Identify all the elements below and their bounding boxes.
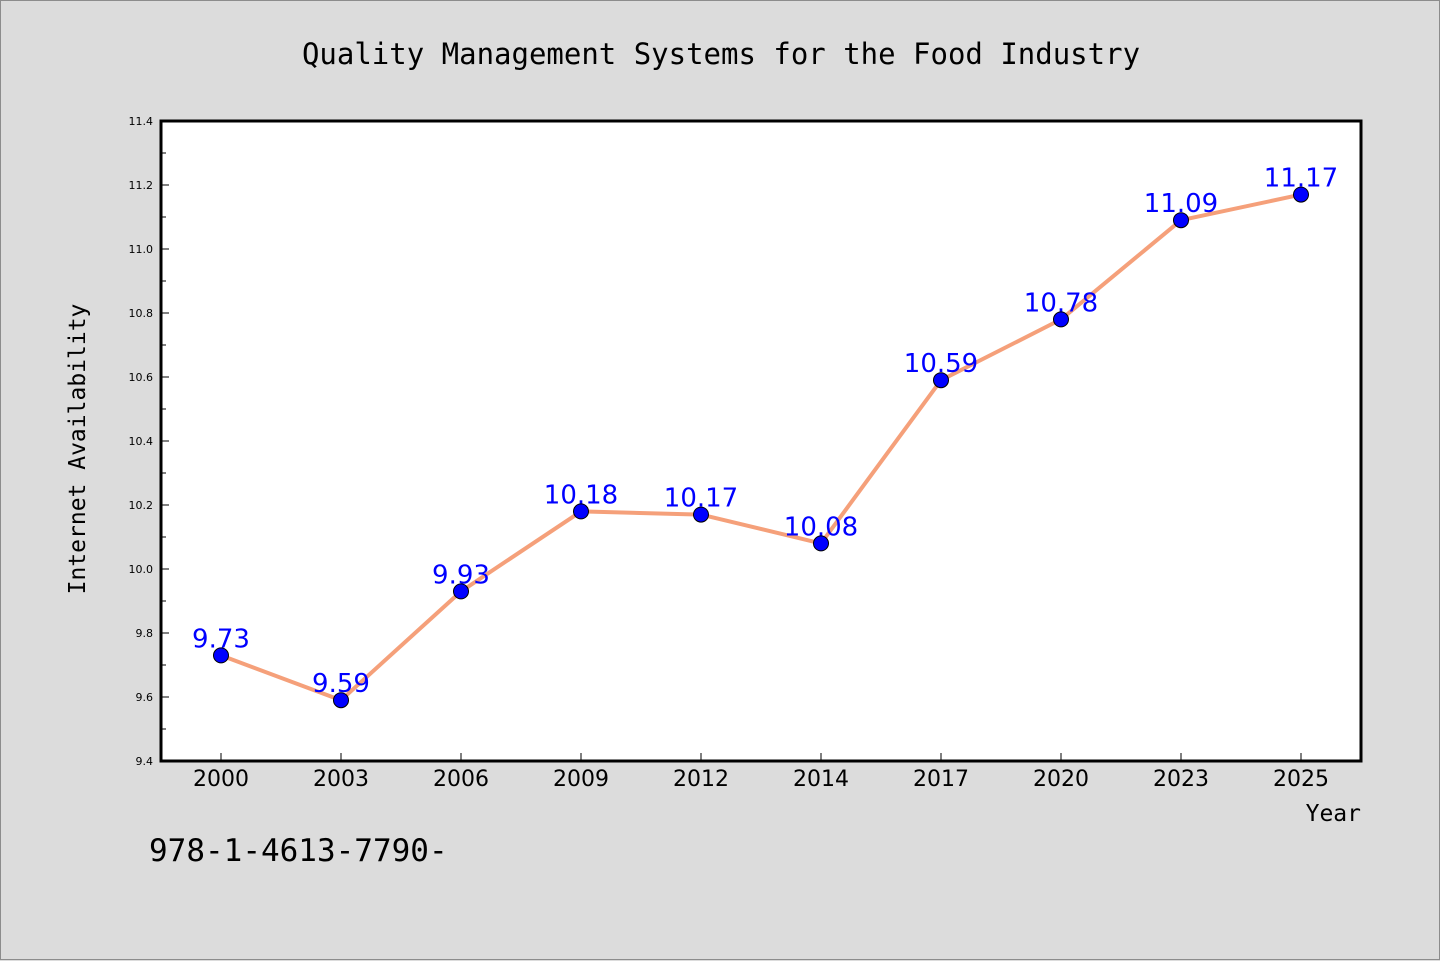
x-axis-label: Year <box>1306 801 1361 827</box>
y-tick-label: 10.8 <box>129 307 154 320</box>
x-tick-label: 2014 <box>793 767 849 792</box>
x-tick-label: 2025 <box>1273 767 1329 792</box>
data-point <box>213 647 229 664</box>
y-tick-label: 9.6 <box>136 691 154 704</box>
x-tick-label: 2009 <box>553 767 609 792</box>
data-label: 10.08 <box>784 512 858 542</box>
plot-frame <box>159 119 1363 763</box>
footer-code: 978-1-4613-7790- <box>149 833 448 869</box>
y-tick-label: 11.0 <box>129 243 154 256</box>
data-label: 10.18 <box>544 480 618 510</box>
data-label: 11.17 <box>1264 164 1338 194</box>
data-label: 10.17 <box>664 484 738 514</box>
y-tick-label: 10.6 <box>129 371 154 384</box>
x-tick-label: 2006 <box>433 767 489 792</box>
x-tick-label: 2017 <box>913 767 969 792</box>
y-tick-label: 9.4 <box>136 755 154 768</box>
data-label: 9.73 <box>192 624 250 654</box>
data-point <box>333 692 349 709</box>
x-tick-label: 2023 <box>1153 767 1209 792</box>
data-point <box>1053 311 1069 328</box>
x-axis: 2000 2003 2006 2009 2012 2014 2017 2020 2023 2025 <box>193 753 1329 792</box>
data-point <box>813 535 829 552</box>
y-tick-label: 9.8 <box>136 627 154 640</box>
x-tick-label: 2000 <box>193 767 249 792</box>
data-point <box>573 503 589 520</box>
data-labels: 9.73 9.59 9.93 10.18 10.17 10.08 10.59 10.78 11.… <box>192 164 1338 700</box>
series-line <box>220 192 1302 703</box>
data-label: 9.59 <box>312 669 370 699</box>
data-point <box>693 506 709 523</box>
data-label: 10.78 <box>1024 288 1098 318</box>
chart-title: Quality Management Systems for the Food … <box>302 37 1140 71</box>
data-label: 9.93 <box>432 560 490 590</box>
data-label: 11.09 <box>1144 189 1218 219</box>
y-tick-label: 10.2 <box>129 499 154 512</box>
y-tick-label: 10.4 <box>129 435 154 448</box>
x-tick-label: 2012 <box>673 767 729 792</box>
y-tick-label: 11.2 <box>129 179 154 192</box>
data-point <box>933 372 949 389</box>
plot-area <box>161 121 1361 761</box>
y-axis-label: Internet Availability <box>65 304 91 595</box>
data-markers <box>213 186 1309 709</box>
y-tick-label: 11.4 <box>129 115 154 128</box>
data-point <box>453 583 469 600</box>
data-point <box>1293 186 1309 203</box>
y-tick-label: 10.0 <box>129 563 154 576</box>
data-point <box>1173 212 1189 229</box>
y-axis: 9.4 9.6 9.8 10.0 10.2 10.4 10.6 10.8 11.0 11.2 11.… <box>129 115 169 768</box>
x-tick-label: 2003 <box>313 767 369 792</box>
x-tick-label: 2020 <box>1033 767 1089 792</box>
data-label: 10.59 <box>904 349 978 379</box>
